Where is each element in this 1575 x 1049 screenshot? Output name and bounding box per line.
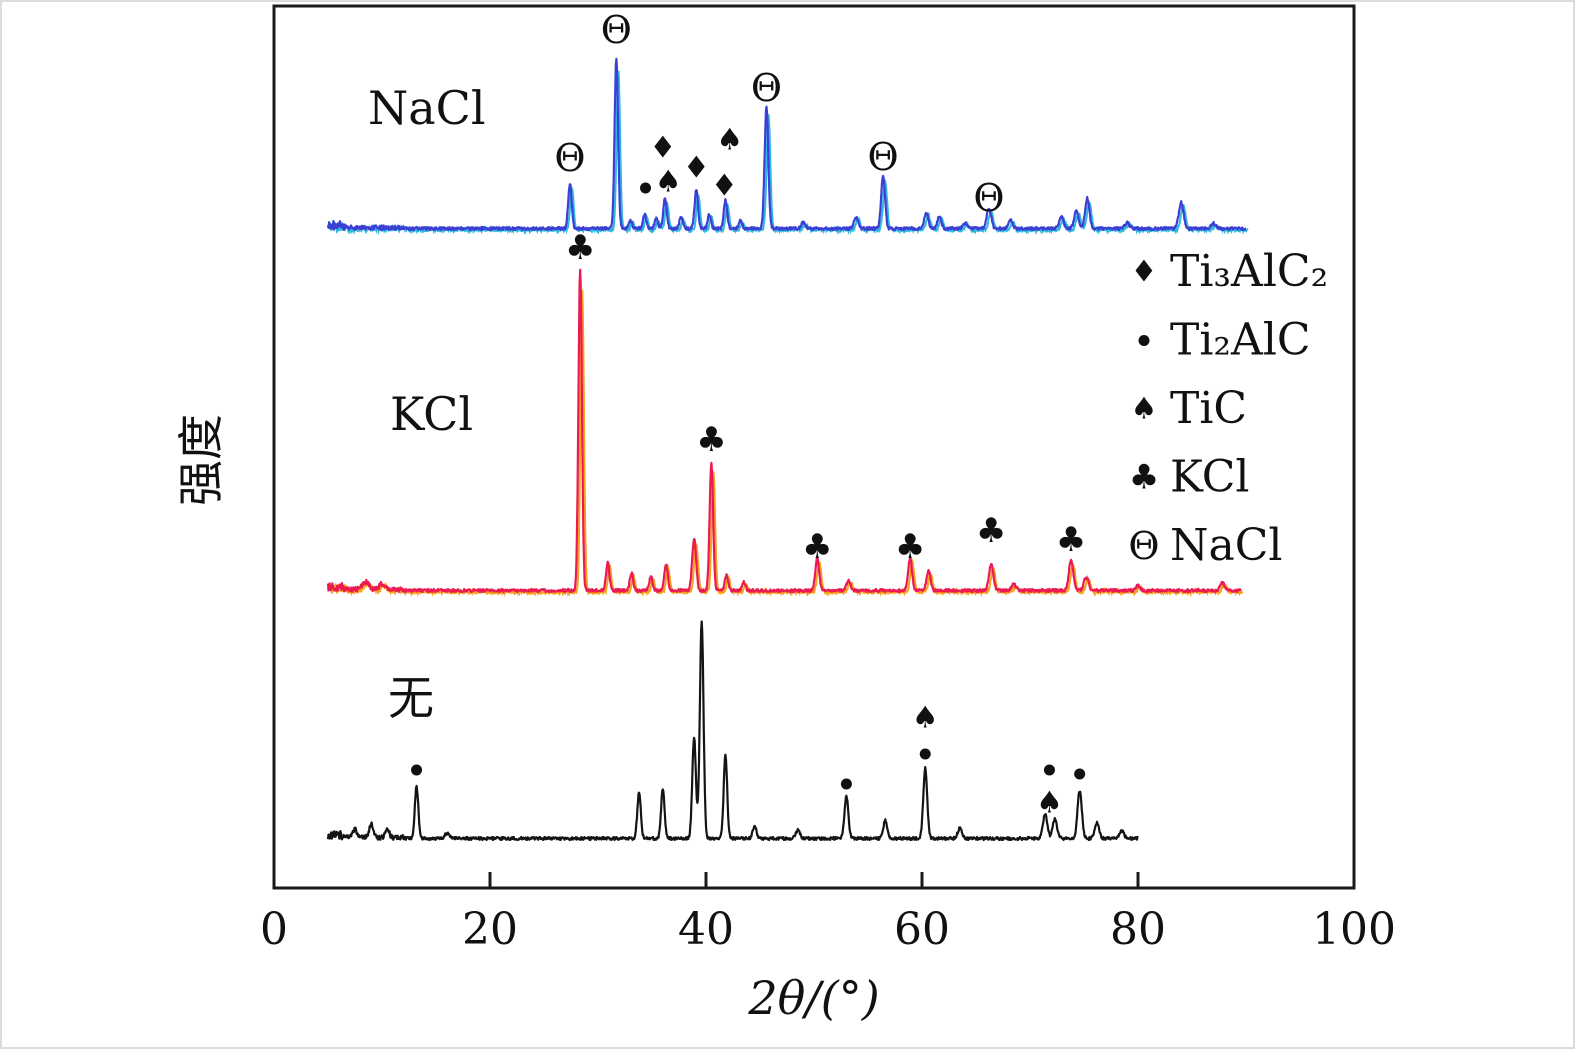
marker-dot-icon: [1043, 764, 1055, 776]
marker-diamond-icon: ♦: [683, 151, 710, 186]
marker-club-icon: ♣: [802, 527, 832, 567]
marker-club-icon: ♣: [976, 511, 1006, 551]
legend-label-kcl: KCl: [1170, 452, 1249, 503]
trace-underlay-kcl: [329, 289, 1244, 598]
x-tick-label: 80: [1110, 904, 1166, 955]
marker-dot-icon: [840, 778, 852, 790]
x-tick-label: 0: [260, 904, 288, 955]
marker-club-icon: ♣: [895, 527, 925, 567]
marker-club-icon: ♣: [565, 228, 595, 268]
marker-dot-icon: [411, 764, 423, 776]
marker-theta-icon: Θ: [554, 136, 585, 180]
x-tick-label: 20: [462, 904, 518, 955]
x-tick-label: 60: [894, 904, 950, 955]
marker-spade-icon: ♠: [1036, 786, 1063, 821]
marker-dot-icon: [1074, 768, 1086, 780]
marker-club-icon: ♣: [696, 420, 726, 460]
marker-diamond-icon: ♦: [711, 169, 738, 204]
trace-kcl: [326, 268, 1242, 594]
plot-frame: [272, 4, 1356, 890]
legend-label-tic: TiC: [1170, 383, 1247, 434]
marker-theta-icon: Θ: [973, 176, 1004, 220]
trace-nacl: [326, 57, 1247, 232]
legend-spade-icon: ♠: [1131, 392, 1158, 427]
peak-markers-group: ΘΘ♦♠ ♦♦♠ΘΘΘ♣♣♣ ♣ ♣ ♣♠♠: [411, 8, 1086, 821]
curve-label-kcl: KCl: [390, 387, 473, 441]
legend-label-tialc: Ti₃AlC₂: [1170, 246, 1328, 297]
trace-none: [326, 620, 1139, 842]
legend-label-tialc: Ti₂AlC: [1170, 315, 1311, 366]
marker-spade-icon: ♠: [716, 123, 743, 158]
x-axis-ticks-group: 0 20 40 60 80 100: [260, 872, 1396, 955]
marker-club-icon: ♣: [1056, 520, 1086, 560]
curve-label-none: 无: [388, 671, 434, 725]
legend-diamond-icon: ♦: [1131, 255, 1158, 290]
marker-theta-icon: Θ: [601, 8, 632, 52]
x-tick-label: 40: [678, 904, 734, 955]
marker-diamond-icon: ♦: [649, 131, 676, 166]
y-axis-label: 强度: [174, 414, 228, 506]
legend-club-icon: ♣: [1129, 458, 1159, 498]
x-axis-label: 2θ/(°): [747, 971, 879, 1025]
legend-dot-icon: [1138, 335, 1150, 346]
marker-spade-icon: ♠: [912, 701, 939, 736]
legend-label-nacl: NaCl: [1170, 520, 1282, 571]
marker-dot-icon: [919, 748, 931, 760]
marker-theta-icon: Θ: [751, 66, 782, 110]
curve-label-nacl: NaCl: [368, 81, 486, 135]
marker-theta-icon: Θ: [868, 135, 899, 179]
traces-group: [326, 57, 1249, 842]
legend-theta-icon: Θ: [1128, 524, 1159, 568]
marker-dot-icon: [640, 182, 652, 194]
x-tick-label: 100: [1312, 904, 1396, 955]
marker-spade-icon: ♠: [655, 165, 682, 200]
